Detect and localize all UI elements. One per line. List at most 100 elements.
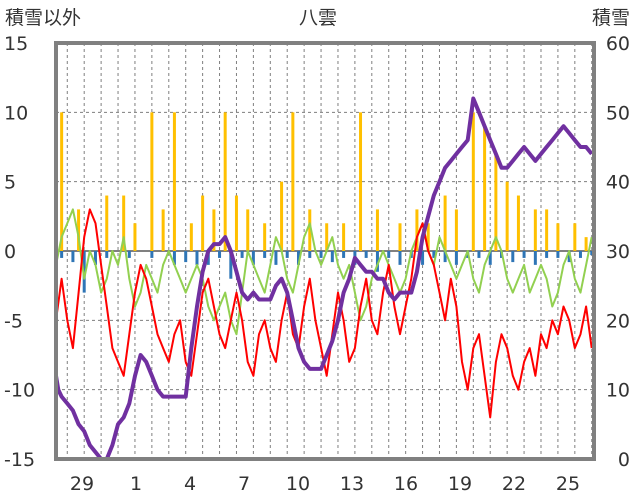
snowfall-bar: [172, 112, 176, 251]
precipitation-bar: [195, 251, 199, 265]
precipitation-bar: [274, 251, 278, 265]
precipitation-bar: [330, 251, 334, 263]
snowfall-bar: [105, 195, 109, 251]
snowfall-bar: [398, 223, 402, 251]
precipitation-bar: [578, 251, 582, 258]
snowfall-bar: [280, 181, 284, 251]
snowfall-bar: [325, 223, 329, 251]
snowfall-bar: [454, 209, 458, 251]
left-tick-label: 5: [4, 172, 16, 194]
precipitation-bar: [172, 251, 176, 265]
x-tick-label: 29: [70, 473, 94, 495]
snowfall-bar: [342, 223, 346, 251]
precipitation-bar: [296, 251, 300, 265]
x-tick-label: 22: [502, 473, 526, 495]
precipitation-bar: [308, 251, 312, 258]
precipitation-bar: [375, 251, 379, 272]
x-tick-label: 10: [286, 473, 310, 495]
precipitation-bar: [127, 251, 131, 258]
precipitation-bar: [511, 251, 515, 263]
precipitation-bar: [150, 251, 154, 258]
precipitation-bar: [432, 251, 436, 258]
precipitation-bar: [93, 251, 97, 265]
precipitation-bar: [263, 251, 267, 258]
precipitation-bar: [364, 251, 368, 258]
snowfall-bar: [545, 209, 549, 251]
snowfall-bar: [443, 195, 447, 251]
left-tick-label: -10: [4, 380, 35, 402]
snowfall-bar: [212, 209, 216, 251]
left-axis-ticks: 15 10 5 0 -5 -10 -15: [4, 33, 35, 471]
left-tick-label: -15: [4, 449, 35, 471]
x-tick-label: 1: [130, 473, 142, 495]
snowfall-bar: [359, 112, 363, 251]
snow-depth-line: [54, 96, 594, 461]
snowfall-bar: [556, 223, 560, 251]
precipitation-bar: [184, 251, 188, 263]
snowfall-bar: [505, 181, 509, 251]
precipitation-bar: [567, 251, 571, 263]
precipitation-bar: [342, 251, 346, 258]
snowfall-bar: [471, 112, 475, 251]
snowfall-bar: [201, 195, 205, 251]
precipitation-bar: [71, 251, 75, 263]
snowfall-bar: [573, 223, 577, 251]
x-axis-ticks: 29 1 4 7 10 13 16 19 22 25: [70, 473, 580, 495]
precipitation-bar: [398, 251, 402, 265]
precipitation-bar: [251, 251, 255, 265]
right-tick-label: 20: [606, 310, 630, 332]
snowfall-bar: [189, 223, 193, 251]
snowfall-bar: [415, 209, 419, 251]
snowfall-bar: [122, 195, 126, 251]
snowfall-bar: [246, 209, 250, 251]
plot-frame: [54, 41, 596, 461]
left-tick-label: 0: [4, 241, 16, 263]
snowfall-bar: [533, 209, 537, 251]
right-tick-label: 60: [606, 33, 630, 55]
right-axis-ticks: 60 50 40 30 20 10 0: [606, 33, 630, 471]
precipitation-bar: [229, 251, 233, 279]
precipitation-bar: [522, 251, 526, 258]
right-tick-label: 30: [606, 241, 630, 263]
left-tick-label: 15: [4, 33, 28, 55]
snowfall-bar: [133, 223, 137, 251]
precipitation-bar: [533, 251, 537, 265]
precipitation-bar: [454, 251, 458, 265]
precipitation-bar: [285, 251, 289, 258]
snowfall-bar: [150, 112, 154, 251]
precipitation-bar: [105, 251, 109, 258]
snowfall-bar: [234, 195, 238, 251]
left-tick-label: -5: [4, 310, 23, 332]
precipitation-bar: [556, 251, 560, 258]
x-tick-label: 19: [448, 473, 472, 495]
right-tick-label: 50: [606, 102, 630, 124]
precipitation-bar: [60, 251, 64, 258]
chart-title: 八雲: [299, 7, 337, 29]
temperature-max-line: [55, 208, 593, 336]
precipitation-bar: [590, 251, 594, 256]
grid: [56, 43, 594, 459]
x-tick-label: 25: [556, 473, 580, 495]
right-tick-label: 10: [606, 380, 630, 402]
right-tick-label: 0: [618, 449, 630, 471]
snowfall-bar: [584, 237, 588, 251]
precipitation-bar: [218, 251, 222, 258]
x-tick-label: 7: [238, 473, 250, 495]
precipitation-bar: [443, 251, 447, 263]
precipitation-bar: [387, 251, 391, 258]
snowfall-bars: [60, 112, 588, 251]
precipitation-bar: [421, 251, 425, 265]
snowfall-bar: [494, 153, 498, 251]
snowfall-bar: [516, 195, 520, 251]
x-tick-label: 4: [184, 473, 196, 495]
snowfall-bar: [291, 112, 295, 251]
snowfall-bar: [426, 223, 430, 251]
left-tick-label: 10: [4, 102, 28, 124]
x-tick-label: 13: [340, 473, 364, 495]
precipitation-bar: [477, 251, 481, 258]
snowfall-bar: [308, 209, 312, 251]
right-axis-title: 積雪: [592, 7, 630, 29]
snowfall-bar: [77, 209, 81, 251]
precipitation-bar: [488, 251, 492, 265]
